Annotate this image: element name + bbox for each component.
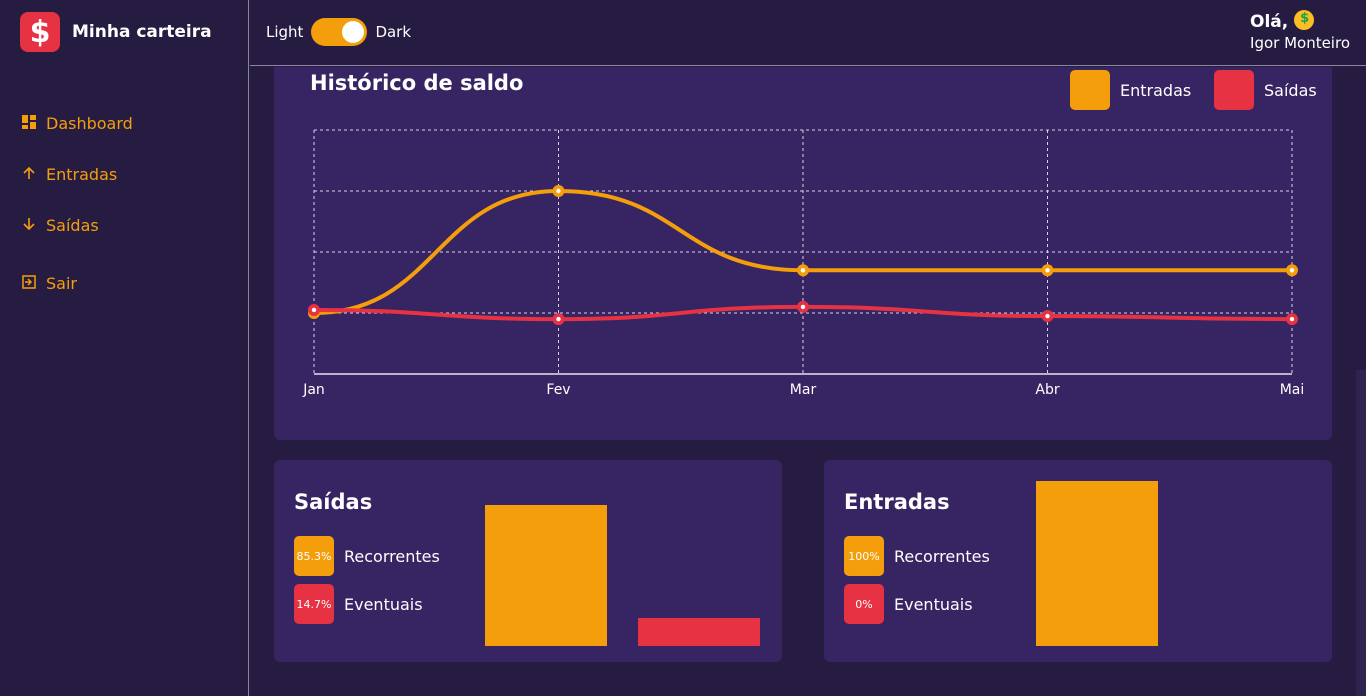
brand[interactable]: $ Minha carteira [20, 12, 212, 52]
dollar-logo-icon: $ [20, 12, 60, 52]
card-title: Saídas [294, 490, 373, 514]
stat-label: Recorrentes [894, 546, 990, 566]
sidebar-item-label: Saídas [46, 216, 99, 235]
series-point-center [1289, 268, 1295, 273]
bar-eventuais [638, 618, 760, 646]
legend-label: Entradas [1120, 80, 1192, 100]
percent-badge: 85.3% [294, 536, 334, 576]
series-point-center [1289, 316, 1295, 322]
legend-swatch [1214, 70, 1254, 110]
arrow-down-icon [20, 217, 38, 235]
card-title: Histórico de saldo [310, 71, 524, 95]
series-point-center [1045, 313, 1050, 319]
series-point-center [311, 307, 317, 313]
x-tick-label: Fev [546, 382, 570, 398]
money-face-icon [1294, 10, 1315, 30]
x-tick-label: Abr [1035, 382, 1059, 398]
bar-recorrentes [485, 505, 607, 646]
series-point-center [800, 268, 806, 273]
app-name: Minha carteira [72, 22, 212, 42]
percent-badge: 14.7% [294, 584, 334, 624]
sidebar-item-dashboard[interactable]: Dashboard [20, 114, 133, 133]
stat-label: Eventuais [894, 594, 973, 614]
theme-light-label: Light [266, 23, 304, 41]
legend-label: Saídas [1264, 80, 1317, 100]
series-point-center [800, 304, 806, 310]
legend-entradas[interactable]: Entradas [1070, 70, 1191, 110]
stat-recorrentes: 85.3% Recorrentes [294, 536, 440, 576]
sidebar: $ Minha carteira Dashboard Entradas Saíd… [0, 0, 249, 696]
theme-toggle[interactable] [311, 18, 368, 46]
outflows-card: Saídas 85.3% Recorrentes 14.7% Eventuais [274, 460, 782, 662]
logout-icon [20, 274, 38, 293]
sidebar-item-label: Dashboard [46, 114, 133, 133]
scrollbar[interactable] [1356, 370, 1366, 696]
x-tick-label: Jan [302, 382, 325, 398]
legend-swatch [1070, 70, 1110, 110]
stat-eventuais: 14.7% Eventuais [294, 584, 423, 624]
percent-badge: 100% [844, 536, 884, 576]
sidebar-item-sair[interactable]: Sair [20, 274, 77, 293]
header: Light Dark Olá, Igor Monteiro [250, 0, 1366, 66]
x-tick-label: Mar [790, 382, 817, 398]
theme-dark-label: Dark [375, 23, 412, 41]
card-title: Entradas [844, 490, 950, 514]
sidebar-item-entradas[interactable]: Entradas [20, 165, 117, 184]
line-chart: Jan Fev Mar Abr Mai [302, 129, 1305, 398]
sidebar-item-saidas[interactable]: Saídas [20, 216, 99, 235]
series-point-center [556, 188, 561, 194]
inflows-card: Entradas 100% Recorrentes 0% Eventuais [824, 460, 1332, 662]
percent-badge: 0% [844, 584, 884, 624]
sidebar-item-label: Sair [46, 274, 77, 293]
stat-label: Recorrentes [344, 546, 440, 566]
stat-eventuais: 0% Eventuais [844, 584, 973, 624]
series-point-center [556, 316, 561, 322]
stat-label: Eventuais [344, 594, 423, 614]
greeting-text: Olá, [1250, 12, 1289, 32]
series-point-center [1045, 268, 1050, 273]
dashboard-icon [20, 114, 38, 133]
user-greeting: Olá, Igor Monteiro [1250, 10, 1350, 52]
x-tick-label: Mai [1280, 382, 1305, 398]
sidebar-item-label: Entradas [46, 165, 118, 184]
user-name: Igor Monteiro [1250, 34, 1350, 52]
balance-history-card: Histórico de saldo Entradas Saídas Jan Fe… [274, 67, 1332, 440]
series-line-0 [313, 188, 1292, 315]
theme-switcher: Light Dark [266, 18, 411, 46]
toggle-knob [342, 21, 365, 43]
arrow-up-icon [20, 166, 38, 184]
legend-saidas[interactable]: Saídas [1214, 70, 1317, 110]
bar-recorrentes [1036, 481, 1158, 646]
stat-recorrentes: 100% Recorrentes [844, 536, 990, 576]
